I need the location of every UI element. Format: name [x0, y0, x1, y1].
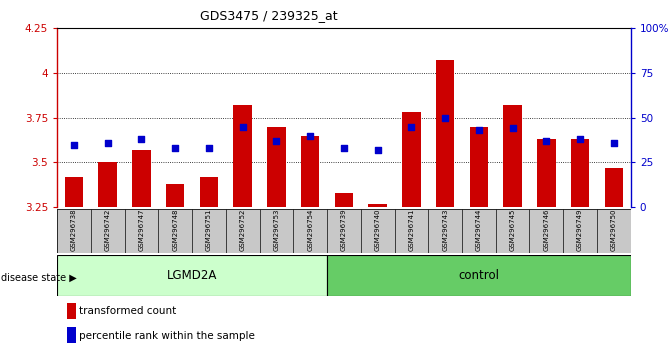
Bar — [496, 209, 529, 253]
Text: GSM296738: GSM296738 — [71, 209, 77, 251]
Bar — [436, 61, 454, 207]
Text: GSM296744: GSM296744 — [476, 209, 482, 251]
Text: GSM296748: GSM296748 — [172, 209, 178, 251]
Text: GSM296753: GSM296753 — [273, 209, 279, 251]
Point — [575, 136, 586, 142]
Text: GSM296739: GSM296739 — [341, 209, 347, 251]
Bar — [99, 162, 117, 207]
Bar — [199, 177, 218, 207]
Bar — [470, 127, 488, 207]
Text: GSM296743: GSM296743 — [442, 209, 448, 251]
Bar — [563, 209, 597, 253]
Bar — [537, 139, 556, 207]
Bar — [503, 105, 522, 207]
Text: GSM296749: GSM296749 — [577, 209, 583, 251]
Text: transformed count: transformed count — [79, 306, 176, 316]
Bar — [91, 209, 125, 253]
Text: percentile rank within the sample: percentile rank within the sample — [79, 331, 255, 341]
Point — [170, 145, 180, 151]
Point — [507, 126, 518, 131]
Text: GSM296747: GSM296747 — [138, 209, 144, 251]
Point — [271, 138, 282, 144]
Bar — [327, 209, 361, 253]
Point — [136, 136, 147, 142]
Text: GSM296752: GSM296752 — [240, 209, 246, 251]
Text: control: control — [458, 269, 499, 282]
Bar — [368, 204, 387, 207]
Bar — [395, 209, 428, 253]
Bar — [402, 112, 421, 207]
Bar — [234, 105, 252, 207]
Bar — [57, 209, 91, 253]
Text: GSM296754: GSM296754 — [307, 209, 313, 251]
Bar — [335, 193, 353, 207]
Bar — [260, 209, 293, 253]
Text: disease state ▶: disease state ▶ — [1, 273, 77, 283]
Point — [102, 140, 113, 145]
Bar — [462, 209, 496, 253]
Bar — [301, 136, 319, 207]
Text: GSM296751: GSM296751 — [206, 209, 212, 251]
Bar — [64, 177, 83, 207]
Bar — [125, 209, 158, 253]
Bar — [225, 209, 260, 253]
Text: GSM296746: GSM296746 — [544, 209, 550, 251]
Bar — [158, 209, 192, 253]
Text: GSM296745: GSM296745 — [509, 209, 515, 251]
Bar — [57, 255, 327, 296]
Bar — [293, 209, 327, 253]
Bar — [529, 209, 563, 253]
Text: GSM296742: GSM296742 — [105, 209, 111, 251]
Bar — [605, 168, 623, 207]
Point — [609, 140, 619, 145]
Bar — [267, 127, 286, 207]
Point — [474, 127, 484, 133]
Text: GDS3475 / 239325_at: GDS3475 / 239325_at — [199, 9, 338, 22]
Bar — [132, 150, 151, 207]
Text: GSM296750: GSM296750 — [611, 209, 617, 251]
Point — [305, 133, 315, 138]
Bar — [428, 209, 462, 253]
Bar — [192, 209, 225, 253]
Text: LGMD2A: LGMD2A — [167, 269, 217, 282]
Bar — [327, 255, 631, 296]
Bar — [571, 139, 589, 207]
Point — [68, 142, 79, 147]
Point — [406, 124, 417, 130]
Text: GSM296740: GSM296740 — [374, 209, 380, 251]
Bar — [597, 209, 631, 253]
Point — [238, 124, 248, 130]
Point — [372, 147, 383, 153]
Point — [440, 115, 450, 121]
Text: GSM296741: GSM296741 — [409, 209, 415, 251]
Bar — [361, 209, 395, 253]
Point — [203, 145, 214, 151]
Bar — [166, 184, 185, 207]
Point — [339, 145, 350, 151]
Point — [541, 138, 552, 144]
